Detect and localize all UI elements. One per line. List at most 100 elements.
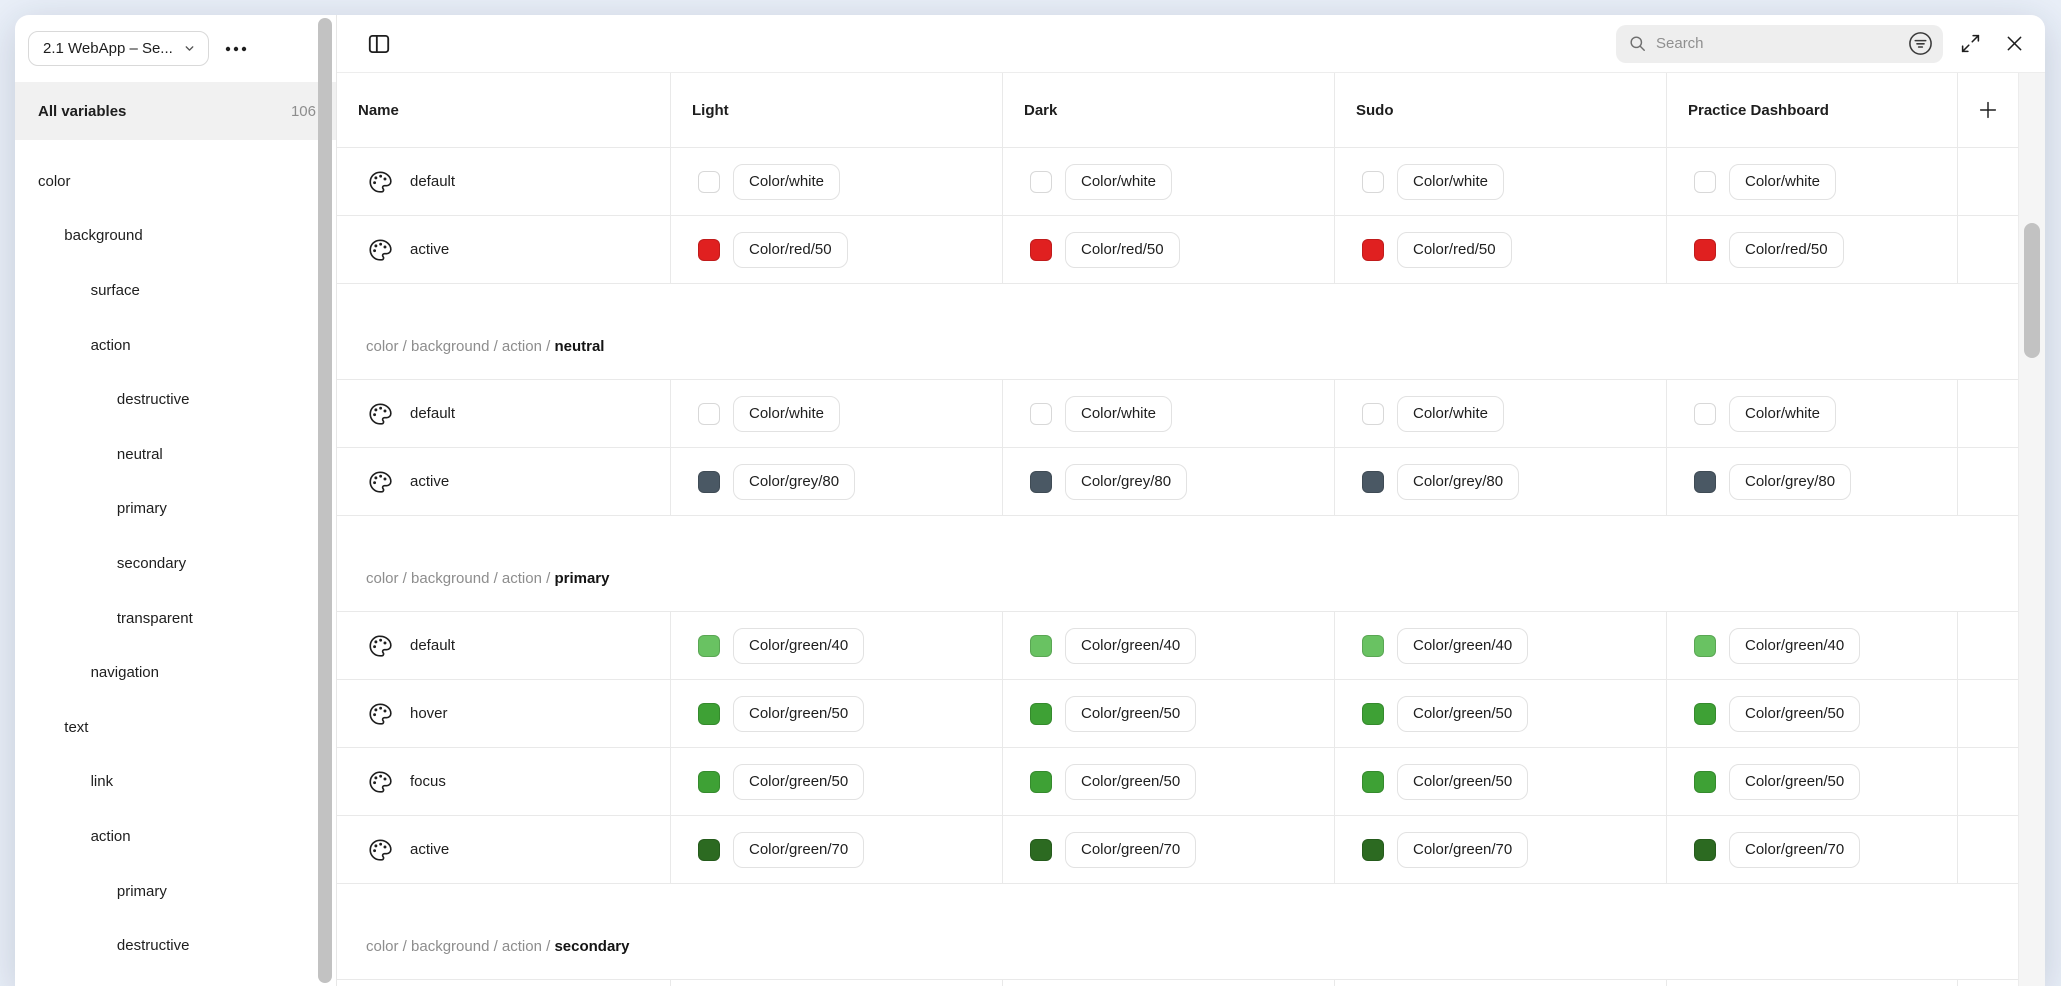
token-chip[interactable]: Color/green/50 xyxy=(733,763,865,800)
mode-value-cell-sudo[interactable]: Color/grey/80 xyxy=(1335,448,1667,515)
color-swatch[interactable] xyxy=(698,770,720,793)
color-swatch[interactable] xyxy=(698,402,720,425)
mode-value-cell-practice-dashboard[interactable]: Color/white xyxy=(1667,148,1958,215)
mode-value-cell-light[interactable]: Color/white xyxy=(671,148,1003,215)
variable-name-cell[interactable]: hover xyxy=(337,680,671,747)
sidebar-item-navigation[interactable]: navigation xyxy=(90,664,159,682)
token-chip[interactable]: Color/green/70 xyxy=(733,831,865,868)
mode-value-cell-sudo[interactable]: Color/green/50 xyxy=(1335,680,1667,747)
add-mode-button[interactable] xyxy=(1958,73,2018,147)
mode-value-cell-dark[interactable]: Color/green/40 xyxy=(1003,612,1335,679)
mode-value-cell-practice-dashboard[interactable]: Color/red/50 xyxy=(1667,216,1958,283)
token-chip[interactable]: Color/green/50 xyxy=(1729,695,1861,732)
toggle-sidebar-button[interactable] xyxy=(362,27,396,61)
collection-selector[interactable]: 2.1 WebApp – Se... xyxy=(28,31,209,66)
token-chip[interactable]: Color/green/70 xyxy=(1065,831,1197,868)
token-chip[interactable]: Color/green/70 xyxy=(1729,831,1861,868)
color-swatch[interactable] xyxy=(1694,470,1716,493)
sidebar-item-neutral[interactable]: neutral xyxy=(116,445,163,463)
color-swatch[interactable] xyxy=(1694,170,1716,193)
token-chip[interactable]: Color/red/50 xyxy=(1729,231,1844,268)
variable-name-cell[interactable]: default xyxy=(337,380,671,447)
token-chip[interactable]: Color/red/50 xyxy=(1397,231,1512,268)
token-chip[interactable]: Color/white xyxy=(733,395,841,432)
color-swatch[interactable] xyxy=(1694,770,1716,793)
close-button[interactable] xyxy=(1997,27,2031,61)
color-swatch[interactable] xyxy=(1030,838,1052,861)
column-header-sudo[interactable]: Sudo xyxy=(1335,73,1667,147)
main-scrollbar-thumb[interactable] xyxy=(2024,223,2040,358)
mode-value-cell-light[interactable]: Color/green/40 xyxy=(671,612,1003,679)
token-chip[interactable]: Color/red/50 xyxy=(733,231,848,268)
column-header-dark[interactable]: Dark xyxy=(1003,73,1335,147)
color-swatch[interactable] xyxy=(1362,402,1384,425)
sidebar-item-action[interactable]: action xyxy=(90,827,131,845)
token-chip[interactable]: Color/white xyxy=(1065,163,1173,200)
search-input[interactable] xyxy=(1656,35,1894,52)
more-options-button[interactable] xyxy=(223,36,249,62)
color-swatch[interactable] xyxy=(1694,702,1716,725)
column-header-practice-dashboard[interactable]: Practice Dashboard xyxy=(1667,73,1958,147)
token-chip[interactable]: Color/green/50 xyxy=(1397,763,1529,800)
sidebar-item-primary[interactable]: primary xyxy=(116,500,167,518)
sidebar-item-link[interactable]: link xyxy=(90,773,114,791)
color-swatch[interactable] xyxy=(1694,634,1716,657)
token-chip[interactable]: Color/green/40 xyxy=(1729,627,1861,664)
sidebar-item-transparent[interactable]: transparent xyxy=(116,609,193,627)
token-chip[interactable]: Color/red/50 xyxy=(1065,231,1180,268)
mode-value-cell-sudo[interactable]: Color/green/70 xyxy=(1335,816,1667,883)
sidebar-item-secondary[interactable]: secondary xyxy=(116,554,187,572)
sidebar-item-action[interactable]: action xyxy=(90,336,131,354)
variable-name-cell[interactable]: active xyxy=(337,216,671,283)
mode-value-cell-dark[interactable]: Color/white xyxy=(1003,148,1335,215)
variable-name-cell[interactable]: active xyxy=(337,448,671,515)
mode-value-cell-practice-dashboard[interactable]: Color/green/50 xyxy=(1667,748,1958,815)
token-chip[interactable]: Color/white xyxy=(1065,395,1173,432)
color-swatch[interactable] xyxy=(698,702,720,725)
color-swatch[interactable] xyxy=(698,170,720,193)
mode-value-cell-dark[interactable]: Color/green/70 xyxy=(1003,816,1335,883)
mode-value-cell-sudo[interactable]: Color/white xyxy=(1335,380,1667,447)
token-chip[interactable]: Color/green/40 xyxy=(1065,627,1197,664)
color-swatch[interactable] xyxy=(1030,170,1052,193)
color-swatch[interactable] xyxy=(698,838,720,861)
mode-value-cell-practice-dashboard[interactable]: Color/green/70 xyxy=(1667,816,1958,883)
color-swatch[interactable] xyxy=(698,470,720,493)
token-chip[interactable]: Color/white xyxy=(1397,163,1505,200)
mode-value-cell-dark[interactable]: Color/grey/80 xyxy=(1003,448,1335,515)
token-chip[interactable]: Color/green/70 xyxy=(1397,831,1529,868)
token-chip[interactable]: Color/grey/80 xyxy=(1065,463,1188,500)
variable-name-cell[interactable]: default xyxy=(337,148,671,215)
color-swatch[interactable] xyxy=(1694,838,1716,861)
variable-name-cell[interactable]: default xyxy=(337,612,671,679)
token-chip[interactable]: Color/grey/80 xyxy=(1397,463,1520,500)
mode-value-cell-light[interactable]: Color/green/50 xyxy=(671,680,1003,747)
filter-button[interactable] xyxy=(1903,27,1937,61)
color-swatch[interactable] xyxy=(1030,702,1052,725)
mode-value-cell-light[interactable]: Color/grey/80 xyxy=(671,448,1003,515)
token-chip[interactable]: Color/white xyxy=(733,163,841,200)
color-swatch[interactable] xyxy=(1030,470,1052,493)
color-swatch[interactable] xyxy=(1030,402,1052,425)
token-chip[interactable]: Color/green/40 xyxy=(733,627,865,664)
color-swatch[interactable] xyxy=(1030,238,1052,261)
color-swatch[interactable] xyxy=(1362,238,1384,261)
token-chip[interactable]: Color/green/50 xyxy=(1065,763,1197,800)
mode-value-cell-dark[interactable]: Color/green/50 xyxy=(1003,748,1335,815)
mode-value-cell-light[interactable]: Color/green/70 xyxy=(671,816,1003,883)
mode-value-cell-light[interactable]: Color/green/50 xyxy=(671,748,1003,815)
mode-value-cell-light[interactable]: Color/white xyxy=(671,380,1003,447)
mode-value-cell-sudo[interactable]: Color/red/50 xyxy=(1335,216,1667,283)
token-chip[interactable]: Color/white xyxy=(1397,395,1505,432)
sidebar-item-text[interactable]: text xyxy=(64,718,89,736)
color-swatch[interactable] xyxy=(1362,770,1384,793)
color-swatch[interactable] xyxy=(698,238,720,261)
variable-name-cell[interactable]: active xyxy=(337,816,671,883)
token-chip[interactable]: Color/grey/80 xyxy=(1729,463,1852,500)
mode-value-cell-sudo[interactable]: Color/white xyxy=(1335,148,1667,215)
token-chip[interactable]: Color/green/50 xyxy=(1065,695,1197,732)
token-chip[interactable]: Color/green/40 xyxy=(1397,627,1529,664)
mode-value-cell-practice-dashboard[interactable]: Color/white xyxy=(1667,380,1958,447)
color-swatch[interactable] xyxy=(1694,238,1716,261)
mode-value-cell-sudo[interactable]: Color/green/40 xyxy=(1335,612,1667,679)
